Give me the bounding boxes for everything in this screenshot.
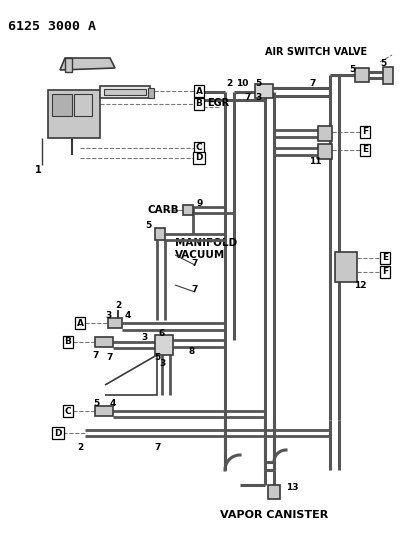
Bar <box>100 86 150 98</box>
Text: F: F <box>382 268 388 277</box>
Text: 10: 10 <box>236 78 248 87</box>
Bar <box>155 228 165 240</box>
Text: 1: 1 <box>35 165 41 175</box>
Text: 11: 11 <box>309 157 321 166</box>
Polygon shape <box>65 58 72 72</box>
Text: A: A <box>77 319 84 327</box>
Text: 8: 8 <box>189 348 195 357</box>
Text: 7: 7 <box>107 352 113 361</box>
Text: 5: 5 <box>145 222 151 230</box>
Bar <box>383 67 393 84</box>
Text: 7: 7 <box>93 351 99 359</box>
Bar <box>52 94 72 116</box>
Text: 7: 7 <box>192 286 198 295</box>
Bar <box>318 126 332 141</box>
Text: A: A <box>195 86 202 95</box>
Text: 2: 2 <box>115 301 121 310</box>
Text: 7: 7 <box>192 259 198 268</box>
Text: C: C <box>196 143 202 152</box>
Text: 7: 7 <box>310 78 316 87</box>
Text: 7: 7 <box>245 93 251 101</box>
Bar <box>155 335 173 355</box>
Bar <box>268 485 280 499</box>
Text: 3: 3 <box>142 333 148 342</box>
Text: 5: 5 <box>380 60 386 69</box>
Text: 4: 4 <box>110 399 116 408</box>
Bar <box>318 144 332 159</box>
Bar <box>108 318 122 328</box>
Text: 2: 2 <box>77 442 83 451</box>
Text: D: D <box>54 429 62 438</box>
Bar <box>104 89 146 95</box>
Text: 9: 9 <box>197 199 203 208</box>
Text: E: E <box>362 146 368 155</box>
Text: D: D <box>195 154 203 163</box>
Text: C: C <box>65 407 71 416</box>
Text: F: F <box>362 127 368 136</box>
Text: MANIFOLD
VACUUM: MANIFOLD VACUUM <box>175 238 237 260</box>
Bar <box>148 88 154 98</box>
Text: 6: 6 <box>159 328 165 337</box>
Text: 12: 12 <box>354 280 366 289</box>
Bar <box>255 84 273 98</box>
Bar <box>355 68 369 82</box>
Text: 5: 5 <box>93 399 99 408</box>
Text: 6125 3000 A: 6125 3000 A <box>8 20 96 33</box>
Bar <box>95 406 113 416</box>
Text: 5: 5 <box>255 78 261 87</box>
Text: B: B <box>195 100 202 109</box>
Polygon shape <box>60 58 115 70</box>
Text: AIR SWITCH VALVE: AIR SWITCH VALVE <box>265 47 367 57</box>
Text: 3: 3 <box>159 359 165 367</box>
Bar <box>335 252 357 282</box>
Text: 3: 3 <box>255 93 261 101</box>
Text: 5: 5 <box>349 66 355 75</box>
Text: EGR: EGR <box>207 98 229 108</box>
Bar <box>74 94 92 116</box>
Text: 3: 3 <box>105 311 111 319</box>
Text: 13: 13 <box>286 482 298 491</box>
Text: 4: 4 <box>125 311 131 319</box>
Text: 7: 7 <box>155 442 161 451</box>
Text: CARB: CARB <box>148 205 180 215</box>
Bar <box>48 90 100 138</box>
Text: 5: 5 <box>154 353 160 362</box>
Text: 2: 2 <box>226 79 232 88</box>
Bar <box>95 337 113 347</box>
Text: E: E <box>382 254 388 262</box>
Text: VAPOR CANISTER: VAPOR CANISTER <box>220 510 328 520</box>
Text: B: B <box>64 337 71 346</box>
Bar <box>183 205 193 215</box>
